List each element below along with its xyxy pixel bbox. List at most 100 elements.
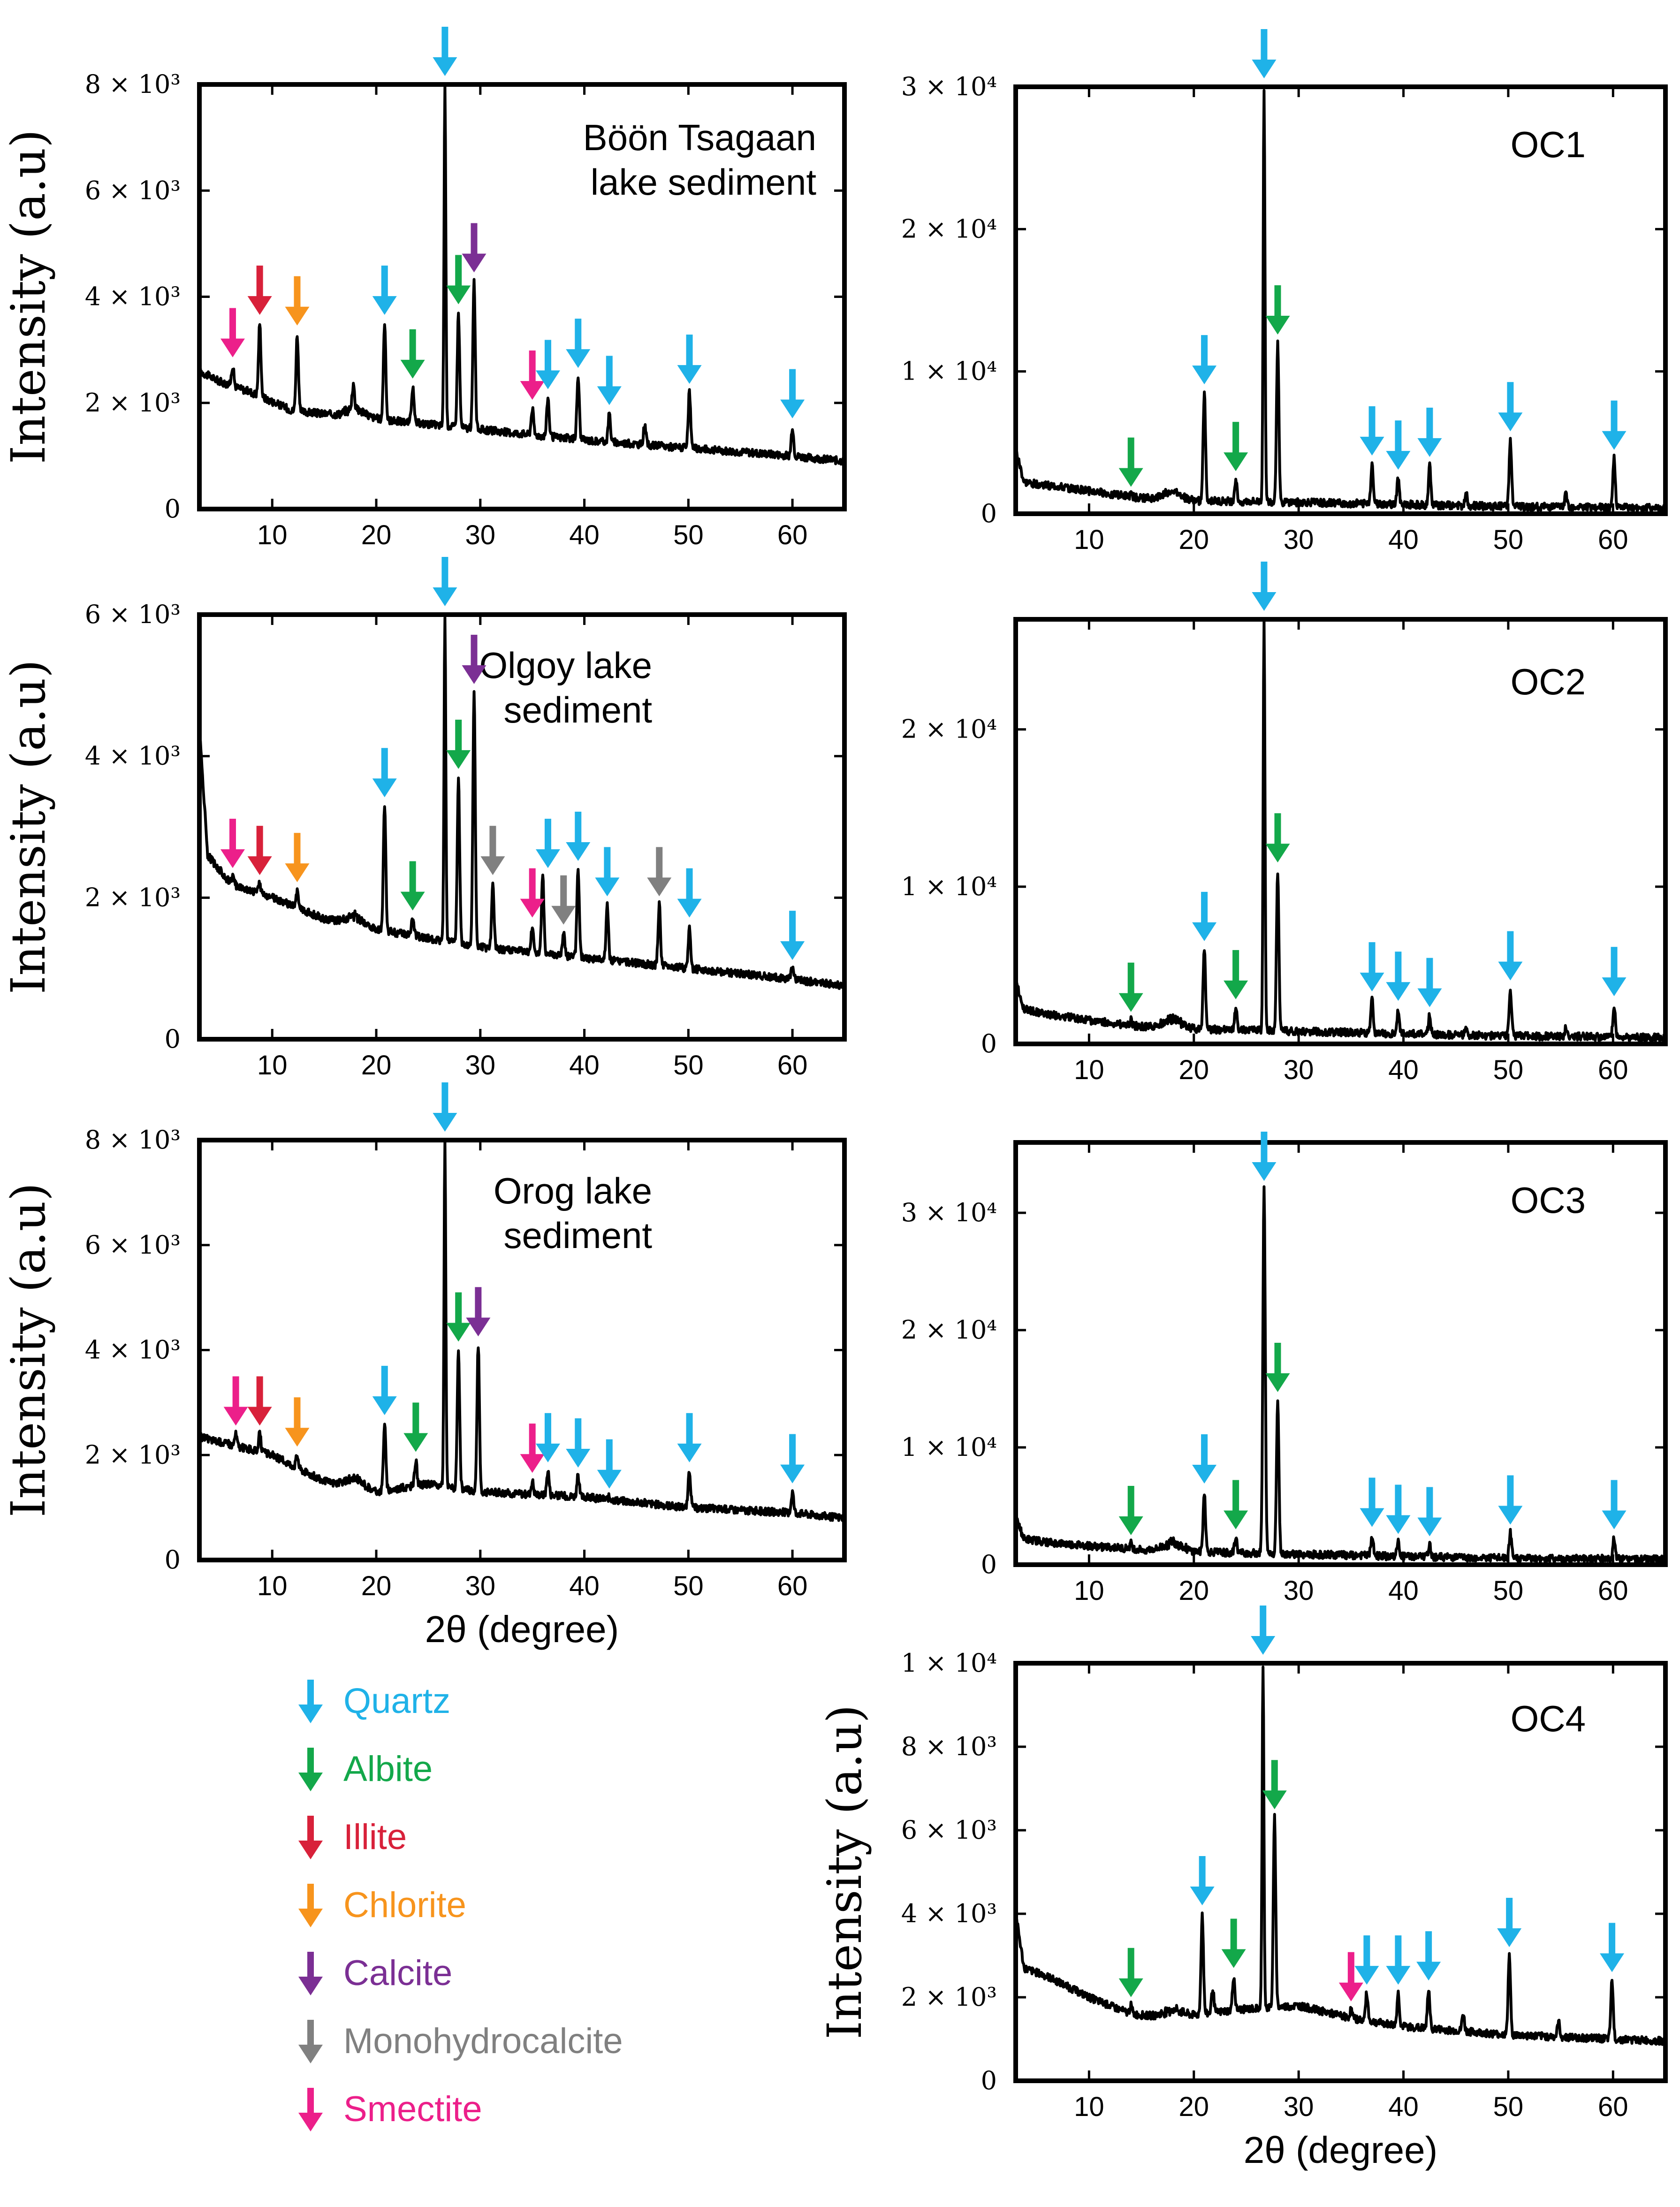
- arrow-quartz: [597, 1439, 622, 1489]
- y-tick-label: 6 × 10³: [901, 1815, 997, 1845]
- x-tick-label: 50: [673, 1571, 704, 1601]
- arrow-head: [1498, 1506, 1523, 1525]
- x-tick-label: 50: [1493, 1055, 1524, 1085]
- x-tick-label: 10: [1074, 1055, 1104, 1085]
- arrow-shaft: [1127, 1486, 1134, 1520]
- x-tick-label: 40: [1388, 525, 1419, 555]
- chart-oc4: 10 20 30 40 50 60 0 2 × 10³ 4 × 10³ 6 × 10³ 8 × 10…: [817, 1606, 1668, 2171]
- chart-title: Böön Tsagaan: [583, 117, 816, 158]
- arrow-quartz: [677, 1413, 702, 1462]
- arrow-shaft: [656, 847, 663, 882]
- arrow-shaft: [529, 1423, 536, 1458]
- arrow-monohydrocalcite: [480, 826, 505, 875]
- arrow-albite: [1221, 1918, 1246, 1968]
- arrow-head: [1252, 1162, 1277, 1181]
- x-tick-label: 30: [465, 1571, 496, 1601]
- arrow-head: [285, 863, 310, 883]
- y-tick-label: 1 × 10⁴: [901, 1648, 997, 1678]
- arrow-head: [1265, 844, 1290, 863]
- arrow-head: [372, 296, 397, 315]
- arrow-albite: [1265, 285, 1290, 335]
- y-tick-label: 4 × 10³: [85, 741, 181, 771]
- chart-title: sediment: [504, 689, 653, 731]
- arrow-head: [1224, 980, 1248, 999]
- arrow-head: [1602, 977, 1627, 997]
- arrow-quartz: [1252, 1132, 1277, 1181]
- arrow-shaft: [1507, 931, 1514, 966]
- arrow-quartz: [1498, 1475, 1523, 1525]
- arrow-shaft: [1232, 422, 1239, 457]
- plot-frame: [1013, 84, 1668, 516]
- x-tick-label: 30: [1284, 2092, 1314, 2122]
- arrow-shaft: [789, 911, 796, 945]
- arrow-head: [551, 906, 576, 925]
- arrow-chlorite: [285, 276, 310, 326]
- arrow-shaft: [1363, 1935, 1370, 1970]
- legend-arrow-head: [298, 2113, 323, 2131]
- arrow-quartz: [597, 356, 622, 405]
- arrow-shaft: [1261, 1132, 1268, 1166]
- arrow-shaft: [1395, 420, 1402, 455]
- arrow-shaft: [455, 255, 462, 289]
- arrow-shaft: [686, 868, 693, 903]
- xrd-trace: [1014, 89, 1667, 513]
- plot-frame: [197, 612, 847, 1042]
- x-tick-label: 40: [1388, 1575, 1419, 1606]
- arrow-shaft: [1368, 942, 1376, 977]
- arrow-head: [1416, 1962, 1441, 1981]
- arrow-shaft: [789, 369, 796, 403]
- arrow-head: [677, 1443, 702, 1462]
- xrd-trace: [198, 83, 846, 466]
- arrow-quartz: [433, 27, 457, 76]
- arrow-head: [780, 1464, 805, 1484]
- xrd-trace: [198, 616, 846, 990]
- legend-arrow-shaft: [307, 2020, 314, 2047]
- arrow-quartz: [1360, 942, 1384, 992]
- y-tick-label: 1 × 10⁴: [901, 872, 997, 901]
- arrow-shaft: [412, 1402, 419, 1437]
- arrow-shaft: [1232, 1480, 1239, 1514]
- y-tick-label: 2 × 10³: [85, 388, 181, 418]
- y-tick-label: 0: [165, 1024, 181, 1054]
- arrow-shaft: [1230, 1918, 1237, 1953]
- y-axis-label: Intensity (a.u): [1, 1183, 56, 1517]
- arrow-quartz: [433, 557, 457, 606]
- arrow-quartz: [535, 340, 560, 389]
- arrow-smectite: [220, 308, 245, 358]
- arrow-shaft: [1368, 406, 1376, 441]
- x-tick-label: 30: [1284, 1055, 1314, 1085]
- arrow-head: [1192, 365, 1217, 385]
- arrow-head: [520, 381, 545, 400]
- arrow-head: [1360, 1508, 1384, 1527]
- arrow-shaft: [604, 847, 611, 882]
- chart-oc1: 10 20 30 40 50 60 0 1 × 10⁴ 2 × 10⁴ 3 × 10⁴ OC1: [901, 29, 1668, 555]
- arrow-head: [1417, 1517, 1442, 1537]
- arrow-shaft: [560, 875, 567, 910]
- arrow-calcite: [466, 1287, 491, 1337]
- arrow-shaft: [1395, 1484, 1402, 1519]
- arrow-quartz: [1602, 1480, 1627, 1530]
- arrow-shaft: [381, 1366, 388, 1400]
- arrow-shaft: [686, 1413, 693, 1447]
- x-tick-label: 10: [1074, 525, 1104, 555]
- arrow-head: [372, 1396, 397, 1416]
- arrow-shaft: [1260, 1606, 1267, 1640]
- x-tick-label: 60: [777, 1571, 808, 1601]
- arrow-shaft: [1507, 1475, 1514, 1510]
- legend-arrow-shaft: [307, 1748, 314, 1775]
- arrow-quartz: [677, 335, 702, 384]
- arrow-smectite: [223, 1376, 248, 1426]
- arrow-smectite: [520, 1423, 545, 1473]
- legend-label: Quartz: [343, 1681, 450, 1721]
- arrow-head: [462, 665, 487, 684]
- arrow-head: [1417, 988, 1442, 1007]
- chart-orog: 10 20 30 40 50 60 0 2 × 10³ 4 × 10³ 6 × 10³ 8 × 10…: [1, 1082, 847, 1650]
- chart-title: OC2: [1511, 661, 1586, 702]
- arrow-shaft: [489, 826, 496, 860]
- y-tick-label: 2 × 10³: [901, 1982, 997, 2012]
- arrow-quartz: [1192, 335, 1217, 385]
- y-tick-label: 2 × 10⁴: [901, 214, 997, 244]
- y-tick-label: 2 × 10³: [85, 883, 181, 912]
- arrow-shaft: [606, 1439, 613, 1474]
